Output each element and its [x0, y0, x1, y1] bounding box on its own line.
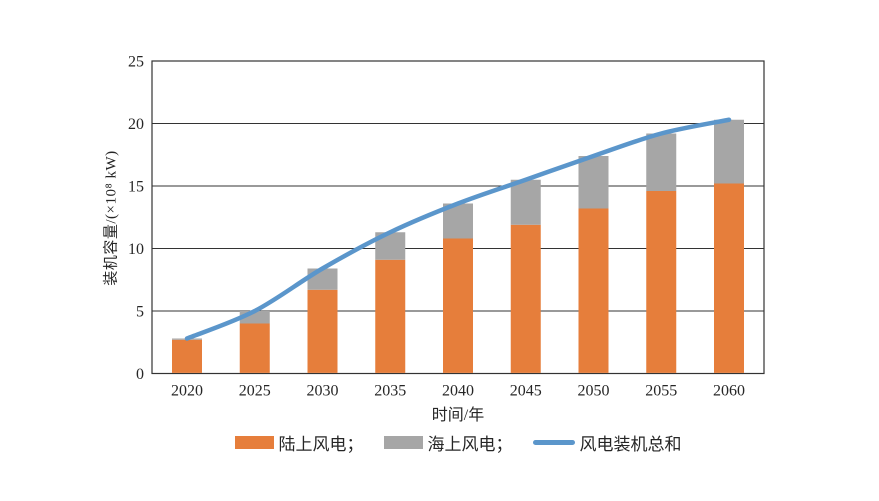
total-capacity-line — [184, 117, 732, 341]
x-tick-label-2045: 2045 — [510, 383, 542, 400]
y-tick-label-0: 0 — [136, 366, 144, 383]
x-tick-label-2060: 2060 — [713, 383, 745, 400]
bar-onshore-2020 — [172, 339, 202, 373]
bar-onshore-2035 — [375, 259, 406, 373]
x-axis-label-wrap: 时间/年 — [152, 401, 764, 425]
plot-border — [151, 60, 765, 375]
bar-offshore-2050 — [578, 156, 609, 209]
legend-label-offshore-wind: 海上风电； — [427, 435, 513, 454]
bar-offshore-2045 — [510, 179, 541, 225]
bar-onshore-2060 — [714, 183, 744, 373]
legend: 陆上风电； 海上风电； 风电装机总和 — [152, 430, 764, 455]
y-tick-label-5: 5 — [136, 304, 144, 321]
x-tick-label-2020: 2020 — [171, 383, 203, 400]
x-tick-label-2040: 2040 — [442, 383, 474, 400]
bar-onshore-2030 — [307, 289, 338, 373]
bar-onshore-2055 — [646, 191, 677, 373]
bar-onshore-2025 — [239, 323, 270, 373]
x-tick-label-2055: 2055 — [645, 383, 677, 400]
bar-onshore-2040 — [443, 238, 473, 373]
bar-offshore-2055 — [646, 133, 677, 191]
bar-onshore-2045 — [510, 224, 541, 373]
legend-label-total-wind: 风电装机总和 — [579, 435, 682, 454]
x-tick-label-2030: 2030 — [307, 383, 339, 400]
x-axis-label: 时间/年 — [431, 407, 485, 424]
x-tick-label-2035: 2035 — [374, 383, 406, 400]
y-tick-label-10: 10 — [128, 241, 144, 258]
bar-offshore-2060 — [714, 119, 744, 184]
total-wind-line-swatch-icon — [532, 440, 575, 445]
x-tick-label-2050: 2050 — [578, 383, 610, 400]
x-tick-label-2025: 2025 — [239, 383, 271, 400]
offshore-wind-swatch-icon — [383, 436, 423, 449]
legend-item-offshore-wind: 海上风电； — [383, 430, 513, 455]
y-tick-label-25: 25 — [128, 54, 144, 71]
y-tick-label-20: 20 — [128, 116, 144, 133]
legend-label-onshore-wind: 陆上风电； — [278, 435, 364, 454]
y-tick-label-15: 15 — [128, 179, 144, 196]
bar-onshore-2050 — [578, 208, 609, 373]
legend-item-total-wind: 风电装机总和 — [532, 430, 682, 455]
onshore-wind-swatch-icon — [234, 436, 274, 449]
legend-item-onshore-wind: 陆上风电； — [234, 430, 364, 455]
bar-offshore-2030 — [307, 268, 338, 290]
y-axis-label: 装机容量/(×10⁸ kW) — [103, 150, 120, 286]
